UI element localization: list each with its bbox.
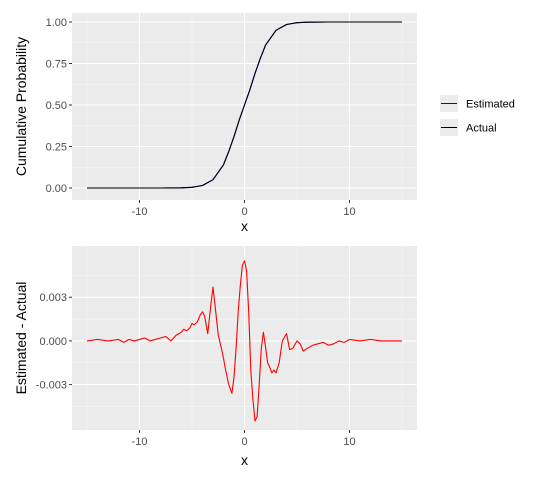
top-y-axis-title: Cumulative Probability: [13, 37, 29, 176]
bottom-x-axis-title: x: [241, 452, 248, 468]
top-x-tick-label: -10: [132, 206, 148, 218]
bot-series-line-difference: [86, 260, 402, 422]
top-series-line-actual: [87, 21, 402, 189]
bot-x-tick-label: 0: [241, 436, 247, 448]
top-x-tick-label: 0: [241, 206, 247, 218]
bot-y-tick-label: 0.000: [39, 336, 67, 348]
bot-y-tick-label: 0.003: [39, 292, 67, 304]
top-y-tick-label: 0.75: [46, 59, 67, 71]
bot-x-tick-label: 10: [343, 436, 355, 448]
top-y-tick-label: 0.50: [46, 100, 67, 112]
top-x-tick-label: 10: [343, 206, 355, 218]
top-y-tick-label: 0.00: [46, 183, 67, 195]
legend-label-actual: Actual: [466, 123, 497, 135]
bottom-y-axis-title: Estimated - Actual: [13, 282, 29, 395]
top-y-tick-label: 0.25: [46, 142, 67, 154]
legend-label-estimated: Estimated: [466, 99, 515, 111]
top-x-axis-title: x: [241, 218, 248, 234]
bot-x-tick-label: -10: [132, 436, 148, 448]
bot-y-tick-label: -0.003: [36, 380, 67, 392]
legend: Estimated Actual: [440, 95, 515, 136]
top-y-tick-label: 1.00: [46, 17, 67, 29]
